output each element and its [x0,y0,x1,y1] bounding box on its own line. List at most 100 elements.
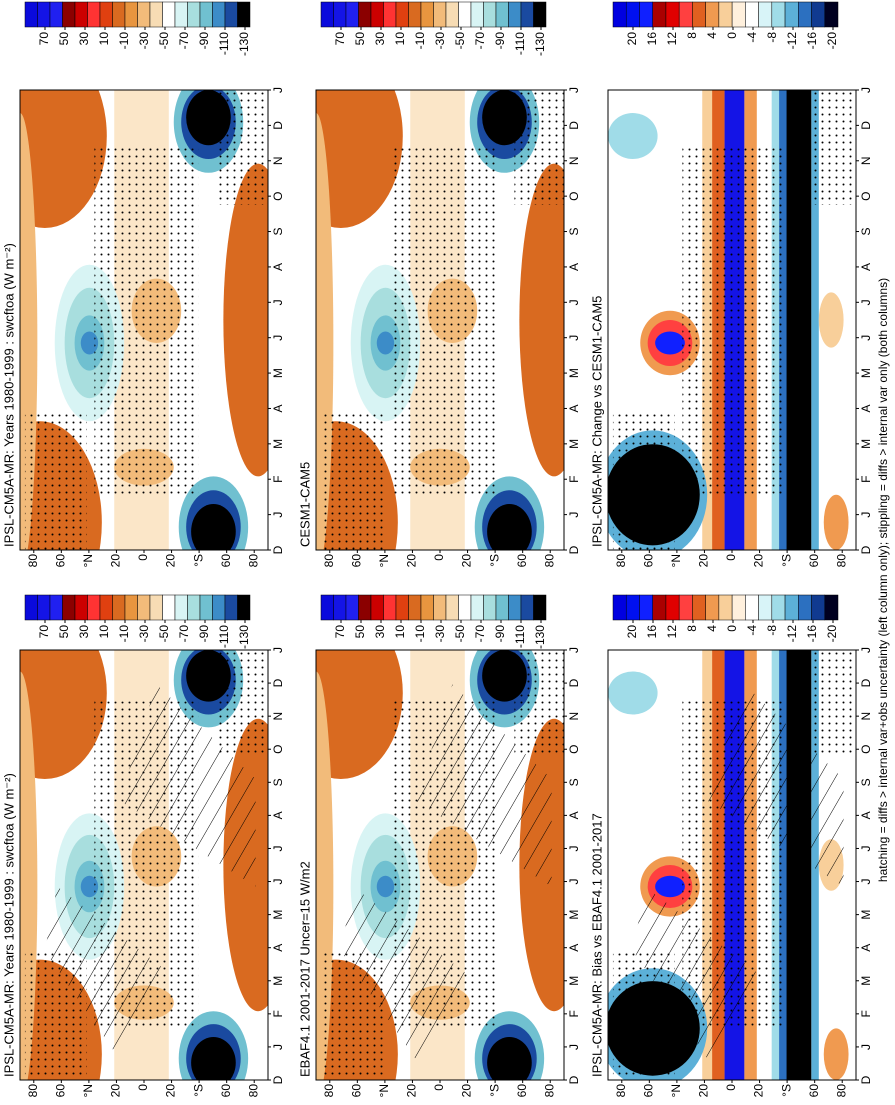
colorbar-box [824,594,839,621]
colorbar-box [370,1,384,28]
x-tick-label: J [567,1044,581,1050]
x-tick-label: D [271,1075,285,1084]
footnote: hatching = diffs > internal var+obs unce… [876,278,890,882]
colorbar-box [520,594,534,621]
x-tick-label: S [271,228,285,236]
panel-title: IPSL-CM5A-MR: Years 1980-1999 : swcftoa … [1,243,16,547]
colorbar-label: 70 [37,625,51,639]
colorbar-box [237,594,251,621]
x-tick-label: O [271,745,285,754]
hatching [415,684,552,887]
x-tick-label: F [567,476,581,483]
colorbar-box [383,1,397,28]
contour-field [316,90,564,550]
y-tick-label: 20 [164,554,178,568]
contour-field [608,90,856,550]
x-tick-label: A [567,263,581,271]
x-tick-label: D [859,121,873,130]
x-tick-label: J [859,845,873,851]
colorbar-label: 70 [333,32,347,46]
x-tick-label: A [271,811,285,819]
colorbar-box [705,594,720,621]
contour-region [316,90,403,228]
y-tick-label: 20 [697,554,711,568]
y-tick-label: 80 [322,1084,336,1098]
x-tick-label: J [271,335,285,341]
colorbar-box [665,594,680,621]
contour-field [20,650,268,1080]
x-tick-label: N [859,156,873,165]
colorbar-box [137,1,151,28]
contour-region [20,650,107,779]
x-tick-label: D [859,1075,873,1084]
x-tick-label: F [271,1010,285,1017]
x-tick-label: M [271,439,285,449]
colorbar-label: -90 [493,32,507,50]
panel: IPSL-CM5A-MR: Years 1980-1999 : swcftoa … [1,1,285,568]
hatching [632,886,757,1059]
colorbar-label: 4 [705,32,719,39]
colorbar-box [745,594,759,621]
x-tick-label: J [271,299,285,305]
colorbar-box [99,594,113,621]
colorbar-label: -130 [237,625,251,649]
colorbar-label: -20 [825,32,839,50]
x-tick-label: D [567,1075,581,1084]
panel-title: EBAF4.1 2001-2017 Uncer=15 W/m2 [297,861,312,1077]
x-tick-label: M [567,368,581,378]
x-tick-label: D [859,678,873,687]
x-tick-label: N [271,156,285,165]
stippling [94,145,199,495]
colorbar-label: -16 [805,32,819,50]
contour-field [316,650,564,1080]
contour-region [823,1028,849,1080]
colorbar-box [508,1,522,28]
colorbar-box [199,594,213,621]
y-tick-label: °S [487,1084,501,1097]
y-tick-label: °N [669,1084,683,1097]
x-tick-label: N [859,712,873,721]
colorbar-box [533,1,547,28]
colorbar-label: 70 [333,625,347,639]
colorbar-box [87,594,101,621]
x-tick-label: M [859,976,873,986]
y-tick-label: 20 [405,554,419,568]
colorbar-box [433,594,447,621]
y-tick-label: 60 [54,554,68,568]
colorbar-box [149,594,163,621]
colorbar-box [212,1,226,28]
y-tick-label: 80 [246,554,260,568]
x-tick-label: F [271,476,285,483]
x-tick-label: M [567,910,581,920]
colorbar-box [678,1,693,28]
colorbar-label: -10 [117,625,131,643]
hatching [340,886,465,1059]
y-tick-label: °N [81,554,95,567]
colorbar-box [37,1,51,28]
colorbar-box [174,594,188,621]
y-tick-label: 0 [432,1084,446,1091]
y-tick-label: 0 [724,554,738,561]
colorbar-box [445,594,459,621]
colorbar-label: 10 [393,32,407,46]
y-tick-label: 0 [136,554,150,561]
colorbar-box [824,1,839,28]
colorbar-label: -110 [513,32,527,55]
colorbar-box [99,1,113,28]
contour-region [20,90,107,228]
colorbar-label: 50 [353,32,367,46]
y-tick-label: °S [487,554,501,567]
y-tick-label: °S [779,1084,793,1097]
y-tick-label: 80 [542,554,556,568]
x-tick-label: D [271,121,285,130]
panel: IPSL-CM5A-MR: Years 1980-1999 : swcftoa … [1,594,285,1097]
colorbar-label: -70 [473,32,487,50]
colorbar-box [420,594,434,621]
contour-region [487,1037,532,1080]
colorbar-label: -110 [217,32,231,55]
colorbar-box [162,594,176,621]
colorbar-box [692,594,706,621]
panel: IPSL-CM5A-MR: Bias vs EBAF4.1 2001-2017 8… [589,594,873,1097]
colorbar-label: 20 [625,625,639,639]
